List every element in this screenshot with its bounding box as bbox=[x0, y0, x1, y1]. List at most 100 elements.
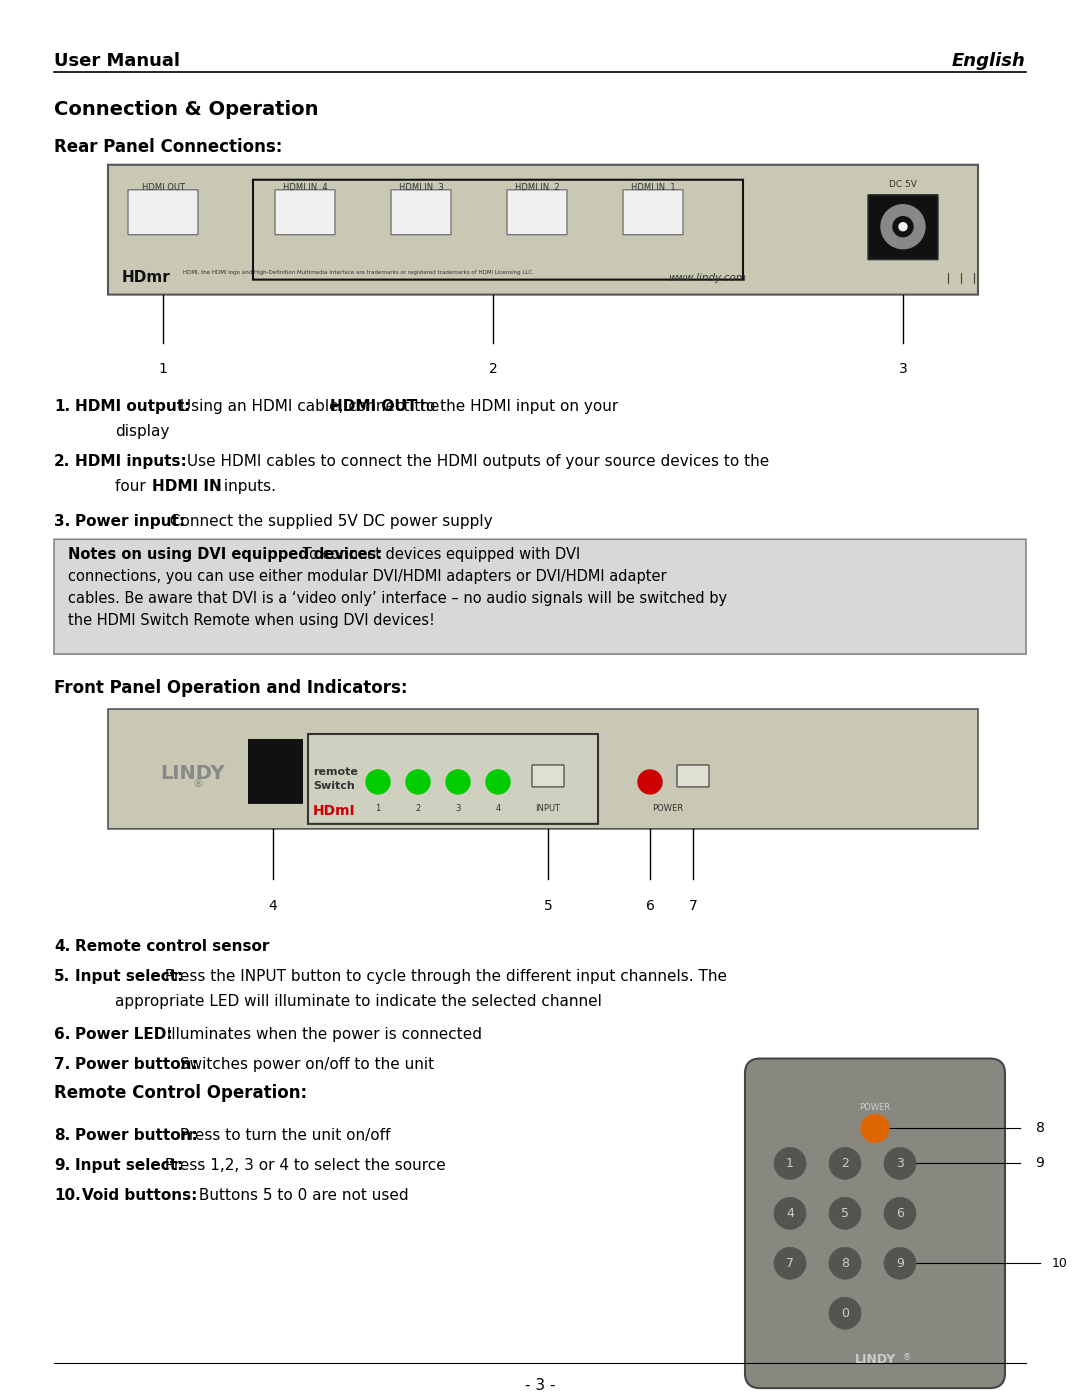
Text: ®: ® bbox=[193, 780, 204, 789]
Text: Switches power on/off to the unit: Switches power on/off to the unit bbox=[175, 1056, 434, 1071]
FancyBboxPatch shape bbox=[108, 165, 978, 295]
Text: HDMI IN  1: HDMI IN 1 bbox=[631, 183, 675, 191]
Text: 3: 3 bbox=[899, 362, 907, 377]
Circle shape bbox=[885, 1248, 916, 1280]
Text: Connection & Operation: Connection & Operation bbox=[54, 99, 319, 119]
Text: Connect the supplied 5V DC power supply: Connect the supplied 5V DC power supply bbox=[165, 514, 492, 529]
Text: POWER: POWER bbox=[860, 1104, 891, 1112]
Text: 4: 4 bbox=[269, 898, 278, 912]
Text: DC 5V: DC 5V bbox=[889, 180, 917, 189]
Text: remote: remote bbox=[313, 767, 357, 777]
Text: Input select:: Input select: bbox=[75, 968, 184, 983]
FancyBboxPatch shape bbox=[745, 1059, 1005, 1389]
Text: Press the INPUT button to cycle through the different input channels. The: Press the INPUT button to cycle through … bbox=[160, 968, 727, 983]
FancyBboxPatch shape bbox=[275, 190, 335, 235]
Circle shape bbox=[829, 1197, 861, 1229]
Text: Power button:: Power button: bbox=[75, 1129, 198, 1144]
Text: 8: 8 bbox=[1036, 1122, 1044, 1136]
Text: appropriate LED will illuminate to indicate the selected channel: appropriate LED will illuminate to indic… bbox=[114, 993, 602, 1009]
Text: 7: 7 bbox=[786, 1257, 794, 1270]
Circle shape bbox=[774, 1197, 806, 1229]
Text: 2: 2 bbox=[416, 803, 420, 813]
Circle shape bbox=[829, 1248, 861, 1280]
Text: Use HDMI cables to connect the HDMI outputs of your source devices to the: Use HDMI cables to connect the HDMI outp… bbox=[183, 454, 769, 469]
Text: LINDY: LINDY bbox=[161, 764, 226, 784]
Text: 3: 3 bbox=[896, 1157, 904, 1169]
Text: 5: 5 bbox=[841, 1207, 849, 1220]
Text: HDmr: HDmr bbox=[122, 270, 171, 285]
Circle shape bbox=[861, 1115, 889, 1143]
Text: 4: 4 bbox=[786, 1207, 794, 1220]
Text: Remote Control Operation:: Remote Control Operation: bbox=[54, 1084, 307, 1101]
Text: 1: 1 bbox=[786, 1157, 794, 1169]
Text: 9: 9 bbox=[896, 1257, 904, 1270]
Text: 1.: 1. bbox=[54, 400, 70, 415]
Text: 5: 5 bbox=[543, 898, 552, 912]
Circle shape bbox=[675, 887, 711, 923]
FancyBboxPatch shape bbox=[677, 766, 708, 787]
Text: display: display bbox=[114, 425, 170, 440]
Text: Press to turn the unit on/off: Press to turn the unit on/off bbox=[175, 1129, 390, 1144]
FancyBboxPatch shape bbox=[868, 194, 939, 260]
Text: 6: 6 bbox=[896, 1207, 904, 1220]
Text: 4.: 4. bbox=[54, 939, 70, 954]
Text: 7: 7 bbox=[689, 898, 698, 912]
Text: HDMI IN  3: HDMI IN 3 bbox=[399, 183, 444, 191]
Text: cables. Be aware that DVI is a ‘video only’ interface – no audio signals will be: cables. Be aware that DVI is a ‘video on… bbox=[68, 591, 727, 606]
Text: Press 1,2, 3 or 4 to select the source: Press 1,2, 3 or 4 to select the source bbox=[160, 1158, 446, 1173]
Text: To connect devices equipped with DVI: To connect devices equipped with DVI bbox=[298, 548, 580, 562]
FancyBboxPatch shape bbox=[54, 539, 1026, 654]
Text: HDmI: HDmI bbox=[313, 803, 355, 817]
Text: 7.: 7. bbox=[54, 1056, 70, 1071]
Text: inputs.: inputs. bbox=[219, 479, 276, 495]
FancyBboxPatch shape bbox=[308, 733, 598, 824]
Text: HDMI OUT: HDMI OUT bbox=[141, 183, 185, 191]
Text: the HDMI Switch Remote when using DVI devices!: the HDMI Switch Remote when using DVI de… bbox=[68, 613, 435, 629]
FancyBboxPatch shape bbox=[391, 190, 451, 235]
Text: to the HDMI input on your: to the HDMI input on your bbox=[415, 400, 618, 415]
Text: - 3 -: - 3 - bbox=[525, 1377, 555, 1393]
Circle shape bbox=[774, 1248, 806, 1280]
Circle shape bbox=[530, 887, 566, 923]
Text: 3: 3 bbox=[456, 803, 461, 813]
Circle shape bbox=[366, 770, 390, 793]
Circle shape bbox=[893, 217, 913, 236]
Circle shape bbox=[885, 1197, 916, 1229]
Text: 9: 9 bbox=[1036, 1157, 1044, 1171]
Circle shape bbox=[881, 205, 924, 249]
Text: INPUT: INPUT bbox=[536, 803, 561, 813]
Text: Front Panel Operation and Indicators:: Front Panel Operation and Indicators: bbox=[54, 679, 407, 697]
Text: connections, you can use either modular DVI/HDMI adapters or DVI/HDMI adapter: connections, you can use either modular … bbox=[68, 569, 666, 584]
Circle shape bbox=[486, 770, 510, 793]
Text: four: four bbox=[114, 479, 150, 495]
Text: 4: 4 bbox=[496, 803, 501, 813]
Circle shape bbox=[1042, 1245, 1078, 1281]
Text: POWER: POWER bbox=[652, 803, 684, 813]
Text: 1: 1 bbox=[376, 803, 380, 813]
Circle shape bbox=[885, 352, 921, 387]
Text: Buttons 5 to 0 are not used: Buttons 5 to 0 are not used bbox=[194, 1189, 408, 1203]
Text: Power input:: Power input: bbox=[75, 514, 185, 529]
Text: 2.: 2. bbox=[54, 454, 70, 469]
Text: User Manual: User Manual bbox=[54, 52, 180, 70]
Text: 2: 2 bbox=[488, 362, 498, 377]
Text: 3.: 3. bbox=[54, 514, 70, 529]
Text: Switch: Switch bbox=[313, 781, 354, 791]
Circle shape bbox=[145, 352, 181, 387]
Text: 9.: 9. bbox=[54, 1158, 70, 1173]
Text: LINDY: LINDY bbox=[854, 1354, 895, 1366]
Circle shape bbox=[1022, 1146, 1058, 1182]
Text: 1: 1 bbox=[159, 362, 167, 377]
Text: 5.: 5. bbox=[54, 968, 70, 983]
Text: HDMI IN  2: HDMI IN 2 bbox=[515, 183, 559, 191]
Text: 2: 2 bbox=[841, 1157, 849, 1169]
Text: www.lindy.com: www.lindy.com bbox=[669, 272, 746, 282]
Text: Input select:: Input select: bbox=[75, 1158, 184, 1173]
Text: Notes on using DVI equipped devices:: Notes on using DVI equipped devices: bbox=[68, 548, 382, 562]
Circle shape bbox=[632, 887, 669, 923]
FancyBboxPatch shape bbox=[623, 190, 683, 235]
FancyBboxPatch shape bbox=[129, 190, 198, 235]
Text: HDMI inputs:: HDMI inputs: bbox=[75, 454, 187, 469]
Text: 6: 6 bbox=[646, 898, 654, 912]
FancyBboxPatch shape bbox=[248, 739, 303, 803]
